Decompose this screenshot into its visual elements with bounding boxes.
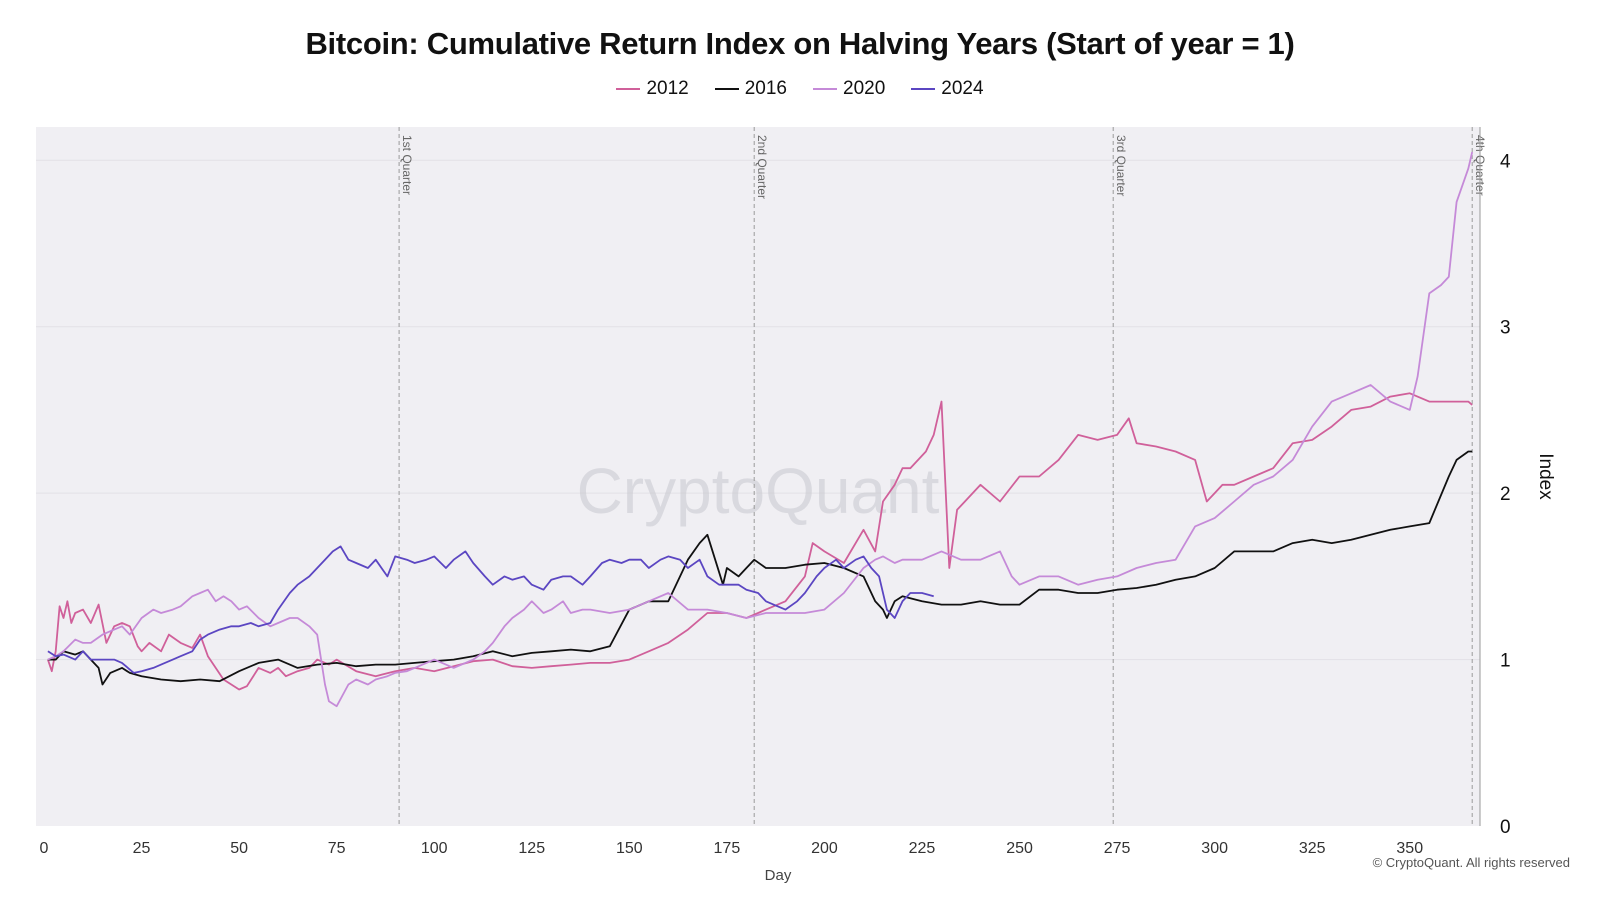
legend-label-2020: 2020: [843, 78, 886, 99]
y-tick-3: 3: [1500, 318, 1511, 339]
series-lines: [47, 151, 1474, 708]
y-tick-2: 2: [1500, 484, 1511, 505]
series-line-2012: [47, 392, 1473, 691]
quarter-label-1: 1st Quarter: [400, 135, 414, 195]
legend-label-2012: 2012: [646, 78, 689, 99]
x-tick-75: 75: [328, 840, 346, 857]
x-tick-50: 50: [230, 840, 248, 857]
x-tick-300: 300: [1201, 840, 1228, 857]
plot-area: [36, 127, 1480, 826]
x-tick-125: 125: [518, 840, 545, 857]
legend-swatch-2020: [813, 88, 837, 90]
y-axis-label: Index: [1535, 453, 1556, 500]
chart-legend: 2012 2016 2020 2024: [0, 78, 1600, 100]
x-tick-175: 175: [714, 840, 741, 857]
series-line-2024: [47, 545, 934, 674]
x-tick-275: 275: [1104, 840, 1131, 857]
legend-item-2024[interactable]: 2024: [911, 78, 984, 100]
series-line-2016: [47, 450, 1473, 686]
x-tick-350: 350: [1396, 840, 1423, 857]
x-tick-225: 225: [909, 840, 936, 857]
legend-swatch-2016: [714, 88, 739, 90]
x-tick-150: 150: [616, 840, 643, 857]
legend-swatch-2024: [911, 88, 936, 90]
legend-item-2016[interactable]: 2016: [714, 78, 787, 100]
x-tick-100: 100: [421, 840, 448, 857]
y-tick-4: 4: [1500, 151, 1511, 172]
legend-label-2016: 2016: [744, 78, 787, 99]
legend-item-2012[interactable]: 2012: [616, 78, 689, 100]
quarter-label-2: 2nd Quarter: [755, 135, 769, 199]
x-tick-0: 0: [40, 840, 49, 857]
series-line-2020: [47, 151, 1474, 708]
x-tick-25: 25: [133, 840, 151, 857]
y-tick-0: 0: [1500, 817, 1511, 838]
x-tick-200: 200: [811, 840, 838, 857]
legend-swatch-2012: [616, 88, 641, 90]
y-axis-ticks: 0 1 2 3 4: [1500, 151, 1511, 838]
chart-title: Bitcoin: Cumulative Return Index on Halv…: [305, 26, 1295, 61]
x-tick-325: 325: [1299, 840, 1326, 857]
y-tick-1: 1: [1500, 651, 1511, 672]
copyright-credit: © CryptoQuant. All rights reserved: [1372, 855, 1570, 870]
watermark: CryptoQuant: [577, 455, 940, 527]
gridlines: [36, 159, 1480, 661]
x-axis-label: Day: [765, 867, 792, 884]
legend-item-2020[interactable]: 2020: [813, 78, 885, 100]
quarter-label-3: 3rd Quarter: [1114, 135, 1128, 196]
legend-label-2024: 2024: [941, 78, 984, 99]
x-tick-250: 250: [1006, 840, 1033, 857]
x-axis-ticks: 0 25 50 75 100 125 150 175 200 225 250 275 300 325 350: [40, 840, 1424, 857]
